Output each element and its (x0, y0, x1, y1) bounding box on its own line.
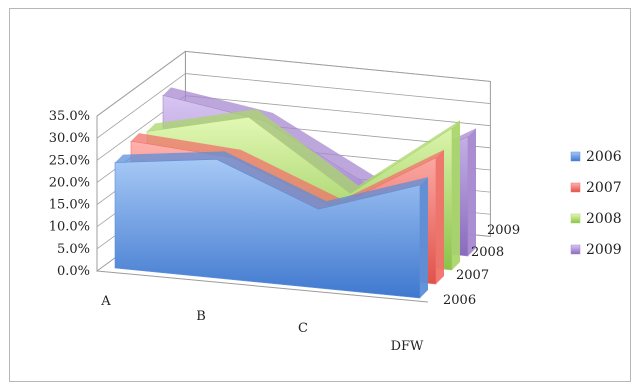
y-tick-label: 20.0% (49, 175, 90, 190)
area-side-2009 (468, 128, 476, 256)
legend-swatch (570, 182, 581, 193)
legend: 2006 2007 2008 2009 (570, 149, 622, 258)
area-side-2006 (420, 177, 428, 298)
depth-tick-label: 2006 (443, 293, 476, 308)
depth-tick-label: 2007 (456, 268, 489, 283)
area-side-2008 (452, 120, 460, 271)
x-tick-label: C (298, 321, 308, 336)
series-layer (114, 87, 476, 299)
y-tick-label: 5.0% (57, 242, 90, 257)
y-tick-label: 15.0% (49, 198, 90, 213)
legend-item-2006: 2006 (570, 149, 622, 165)
legend-label: 2009 (586, 242, 622, 258)
back-gridline (185, 51, 491, 82)
y-tick-label: 35.0% (49, 109, 90, 124)
x-tick-label: B (196, 309, 206, 324)
y-tick-label: 30.0% (49, 131, 90, 146)
legend-label: 2008 (586, 211, 622, 227)
legend-item-2009: 2009 (570, 242, 622, 258)
back-gridline (185, 73, 491, 104)
area-side-2007 (436, 149, 444, 284)
legend-swatch (570, 213, 581, 224)
area-top-2008 (147, 109, 460, 194)
y-tick-label: 0.0% (57, 264, 90, 279)
area-top-2006 (115, 151, 428, 210)
legend-swatch (570, 151, 581, 162)
legend-item-2008: 2008 (570, 211, 622, 227)
back-gridline (185, 95, 491, 127)
legend-label: 2007 (586, 180, 622, 196)
area-front-2006 (114, 159, 421, 299)
side-gridline (96, 73, 186, 139)
axis-layer: 0.0% 5.0% 10.0% 15.0% 20.0% 25.0% 30.0% 35.0% A B… (49, 109, 520, 354)
area-top-2007 (131, 133, 444, 208)
side-gridline (96, 51, 186, 117)
legend-swatch (570, 244, 581, 255)
legend-label: 2006 (586, 149, 622, 165)
x-tick-label: DFW (391, 339, 424, 354)
y-tick-label: 25.0% (49, 153, 90, 168)
series-2006 (114, 151, 428, 299)
floor-front-edge (96, 270, 429, 303)
x-tick-label: A (100, 294, 111, 309)
depth-tick-label: 2008 (471, 245, 504, 260)
depth-tick-label: 2009 (487, 223, 520, 238)
y-tick-label: 10.0% (49, 220, 90, 235)
legend-item-2007: 2007 (570, 180, 622, 196)
